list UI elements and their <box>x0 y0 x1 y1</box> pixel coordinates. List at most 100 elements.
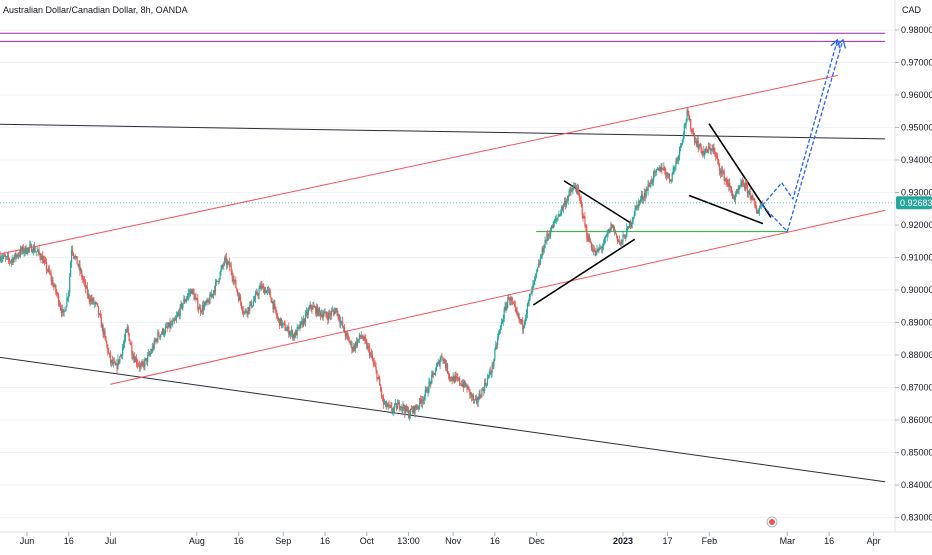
projection-path-long[interactable] <box>761 39 844 233</box>
candle-down <box>50 274 52 281</box>
candle-up <box>312 305 314 310</box>
candle-down <box>142 362 144 364</box>
drawings-layer[interactable] <box>0 32 886 483</box>
candle-up <box>643 193 645 199</box>
candle-down <box>256 292 258 295</box>
candle-down <box>483 389 485 392</box>
candle-down <box>474 399 476 401</box>
candle-up <box>353 345 355 351</box>
projection-path-short[interactable] <box>761 39 839 206</box>
candle-down <box>519 319 521 320</box>
candle-up <box>215 280 217 283</box>
candle-up <box>642 198 645 200</box>
candle-down <box>591 248 593 251</box>
candle-down <box>416 408 418 409</box>
candle-down <box>193 292 195 300</box>
candle-down <box>716 155 718 158</box>
candle-up <box>174 318 177 321</box>
red-channel-lower[interactable] <box>110 209 886 385</box>
candle-up <box>250 301 252 305</box>
candle-up <box>663 167 665 170</box>
candle-down <box>106 341 108 346</box>
candle-up <box>537 263 540 268</box>
candle-down <box>276 312 278 317</box>
red-channel-upper[interactable] <box>0 75 838 255</box>
candle-down <box>44 260 46 262</box>
candle-up <box>363 336 365 340</box>
triangle-lower-side[interactable] <box>533 238 635 306</box>
candle-up <box>470 392 472 395</box>
candle-down <box>368 346 370 348</box>
candle-up <box>117 359 119 369</box>
candle-up <box>405 406 407 413</box>
candle-down <box>390 405 392 407</box>
candle-down <box>140 365 142 366</box>
candle-down <box>468 386 470 389</box>
candle-down <box>693 134 696 142</box>
price-tick-label: 0.86000 <box>901 415 932 425</box>
candle-up <box>502 318 504 323</box>
candle-up <box>431 374 433 384</box>
candle-down <box>129 340 131 344</box>
candle-up <box>61 309 63 314</box>
candle-up <box>477 399 479 402</box>
candle-up <box>191 289 193 294</box>
candle-down <box>580 200 582 204</box>
candle-up <box>633 215 635 218</box>
candle-down <box>566 200 568 202</box>
candle-up <box>124 332 127 340</box>
candle-up <box>735 193 737 195</box>
candle-down <box>333 311 335 314</box>
candle-up <box>10 260 12 263</box>
candle-up <box>399 407 401 409</box>
candle-up <box>297 326 299 328</box>
candle-down <box>700 143 702 150</box>
candle-up <box>458 378 460 380</box>
wedge-lower-side[interactable] <box>689 194 764 225</box>
candle-up <box>622 235 624 242</box>
candle-down <box>464 381 466 387</box>
price-tick-label: 0.87000 <box>901 383 932 393</box>
candle-up <box>583 216 585 219</box>
projections-layer[interactable] <box>761 39 847 233</box>
candle-down <box>237 290 239 295</box>
candle-down <box>127 327 129 333</box>
candle-up <box>503 309 505 319</box>
candle-up <box>175 316 178 319</box>
wedge-upper-side[interactable] <box>708 123 772 218</box>
candle-up <box>517 314 519 316</box>
candle-up <box>424 390 426 397</box>
candle-down <box>420 398 422 401</box>
candle-down <box>457 377 459 380</box>
candle-up <box>523 322 526 326</box>
candle-down <box>5 256 7 258</box>
black-resistance-line[interactable] <box>0 123 886 140</box>
candle-down <box>195 297 197 299</box>
candle-up <box>443 359 445 361</box>
price-tick-label: 0.93000 <box>901 188 932 198</box>
candle-up <box>14 253 16 258</box>
candle-up <box>394 403 397 405</box>
candle-up <box>334 309 336 314</box>
candle-up <box>92 298 94 302</box>
candle-down <box>236 287 238 291</box>
candle-up <box>707 146 710 153</box>
candle-up <box>724 179 726 181</box>
candle-up <box>340 321 342 324</box>
candle-down <box>293 334 295 338</box>
candle-up <box>186 298 188 301</box>
time-axis[interactable]: Jun 16 Jul Aug 16 Sep 16 Oct 13:00 Nov 16 Dec 2023 17… <box>20 532 881 546</box>
candle-up <box>358 334 360 340</box>
events-icon[interactable] <box>766 516 778 528</box>
black-lower-trendline[interactable] <box>0 356 886 483</box>
candle-down <box>181 303 183 308</box>
candle-up <box>635 205 637 209</box>
candle-down <box>260 285 262 289</box>
candle-up <box>90 298 92 303</box>
candle-down <box>118 359 120 363</box>
candle-up <box>603 238 606 245</box>
price-axis[interactable]: 0.98000 0.97000 0.96000 0.95000 0.94000 0.930… <box>895 25 932 523</box>
candle-down <box>701 149 703 154</box>
